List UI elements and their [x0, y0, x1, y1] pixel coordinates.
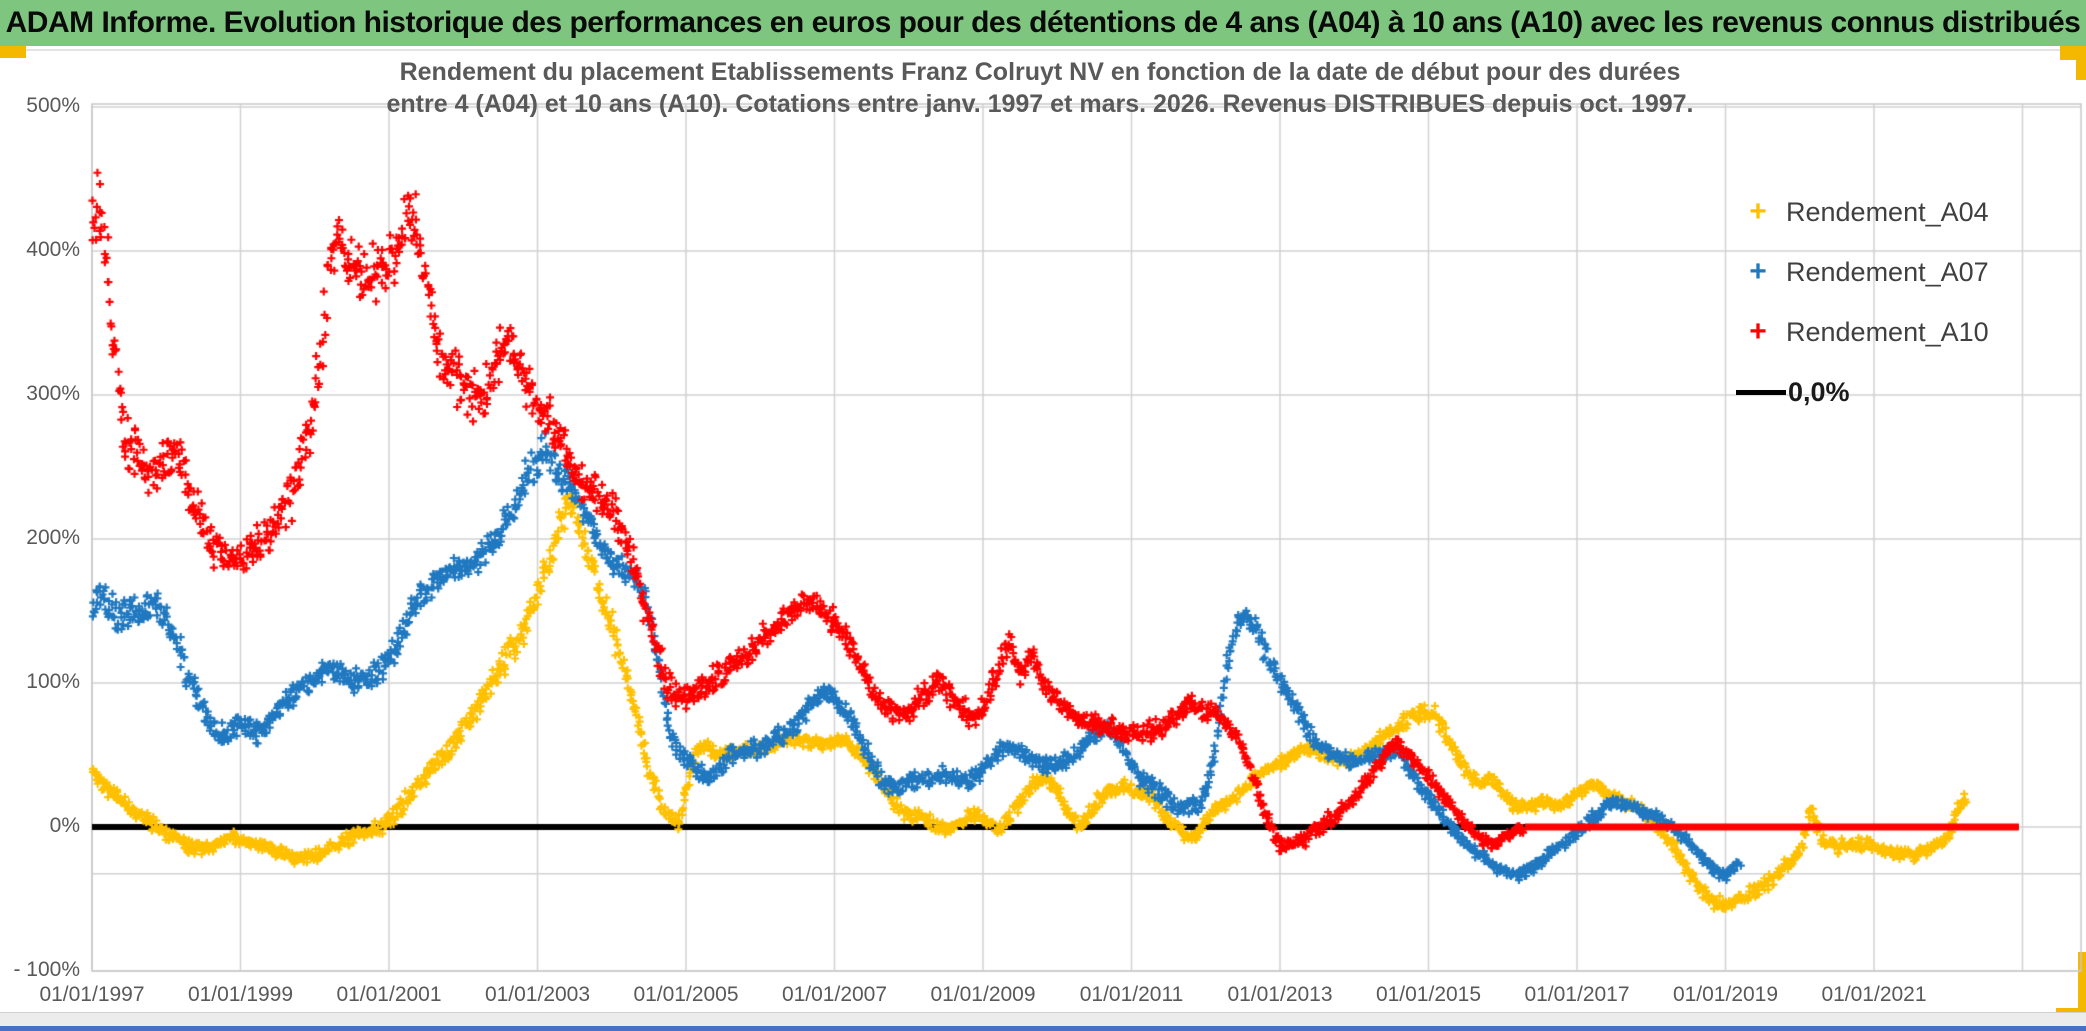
- legend-item-rendement-a10[interactable]: + Rendement_A10: [1736, 302, 1989, 362]
- legend-label: Rendement_A04: [1786, 196, 1989, 227]
- plus-marker-icon: +: [1749, 195, 1767, 228]
- legend-label: Rendement_A07: [1786, 256, 1989, 287]
- x-axis-tick-label: 01/01/2017: [1524, 983, 1630, 1006]
- y-axis-tick-label: 400%: [26, 238, 80, 261]
- legend-item-zero-line[interactable]: 0,0%: [1736, 362, 1989, 422]
- plus-marker-icon: +: [1749, 255, 1767, 288]
- bottom-window-edge: [0, 1026, 2086, 1031]
- y-axis-tick-label: 0%: [49, 814, 80, 837]
- x-axis-tick-label: 01/01/1997: [39, 983, 145, 1006]
- y-axis-tick-label: 500%: [26, 94, 80, 117]
- chart-title: Rendement du placement Etablissements Fr…: [360, 56, 1720, 120]
- x-axis-tick-label: 01/01/2005: [633, 983, 739, 1006]
- x-axis-tick-label: 01/01/2011: [1079, 983, 1184, 1006]
- zero-line-icon: [1736, 389, 1786, 395]
- legend-label: Rendement_A10: [1786, 316, 1989, 347]
- y-axis-tick-label: 300%: [26, 382, 80, 405]
- bottom-strip: [0, 1012, 2086, 1027]
- chart-legend: + Rendement_A04 + Rendement_A07 + Rendem…: [1736, 182, 1989, 422]
- x-axis-tick-label: 01/01/2013: [1227, 983, 1333, 1006]
- chart-title-line1: Rendement du placement Etablissements Fr…: [399, 58, 1681, 86]
- x-axis-tick-label: 01/01/2007: [781, 983, 888, 1006]
- legend-label: 0,0%: [1788, 376, 1850, 407]
- legend-item-rendement-a07[interactable]: + Rendement_A07: [1736, 242, 1989, 302]
- x-axis-tick-label: 01/01/2021: [1821, 983, 1927, 1006]
- x-axis-tick-label: 01/01/2001: [336, 983, 442, 1006]
- x-axis-tick-label: 01/01/2009: [930, 983, 1036, 1006]
- x-axis-tick-label: 01/01/1999: [187, 983, 294, 1006]
- plus-marker-icon: +: [1749, 315, 1767, 348]
- chart-title-line2: entre 4 (A04) et 10 ans (A10). Cotations…: [386, 90, 1694, 118]
- x-axis-tick-label: 01/01/2019: [1672, 983, 1779, 1006]
- y-axis-tick-label: - 100%: [13, 958, 80, 981]
- legend-item-rendement-a04[interactable]: + Rendement_A04: [1736, 182, 1989, 242]
- y-axis-tick-label: 100%: [26, 670, 80, 693]
- x-axis-tick-label: 01/01/2015: [1375, 983, 1482, 1006]
- x-axis-tick-label: 01/01/2003: [484, 983, 591, 1006]
- y-axis-tick-label: 200%: [26, 526, 80, 549]
